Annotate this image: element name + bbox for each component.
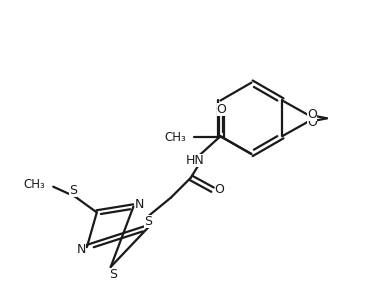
Text: HN: HN: [185, 154, 204, 167]
Text: S: S: [109, 268, 117, 282]
Text: S: S: [69, 184, 77, 197]
Text: O: O: [307, 116, 317, 129]
Text: O: O: [307, 108, 317, 121]
Text: O: O: [217, 103, 226, 116]
Text: CH₃: CH₃: [24, 178, 45, 191]
Text: CH₃: CH₃: [164, 131, 186, 144]
Text: S: S: [144, 215, 152, 228]
Text: N: N: [76, 242, 85, 256]
Text: O: O: [215, 183, 225, 196]
Text: N: N: [135, 198, 144, 211]
